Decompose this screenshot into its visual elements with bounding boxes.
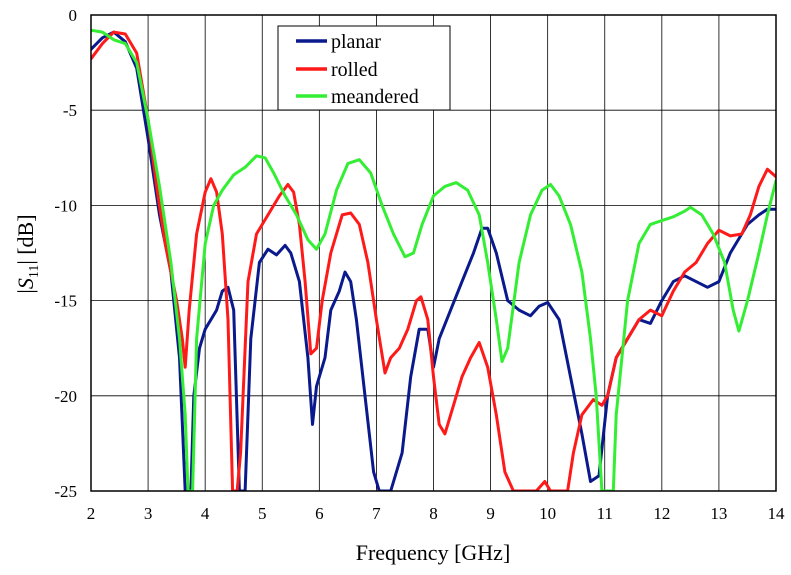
y-axis-label: |S11| [dB]: [13, 214, 42, 293]
x-tick-label: 10: [539, 504, 556, 523]
y-tick-label: -25: [54, 482, 77, 501]
plot-frame: [90, 14, 777, 492]
x-tick-label: 4: [201, 504, 210, 523]
x-tick-label: 8: [429, 504, 438, 523]
y-tick-label: -5: [63, 101, 77, 120]
legend-label-rolled: rolled: [331, 59, 378, 81]
y-tick-label: -10: [54, 196, 77, 215]
y-tick-label: -20: [54, 387, 77, 406]
x-tick-label: 14: [768, 504, 786, 523]
y-tick-label: -15: [54, 292, 77, 311]
x-tick-label: 9: [486, 504, 495, 523]
x-tick-label: 7: [372, 504, 381, 523]
y-axis-label-symbol: S: [13, 278, 38, 289]
x-axis-label: Frequency [GHz]: [356, 540, 511, 565]
x-tick-label: 5: [258, 504, 267, 523]
x-tick-label: 12: [653, 504, 670, 523]
y-axis-label-prefix: |: [13, 289, 38, 293]
legend-label-planar: planar: [331, 31, 381, 53]
series-line-meandered: [91, 28, 776, 491]
x-tick-label: 13: [710, 504, 727, 523]
x-tick-label: 6: [315, 504, 324, 523]
series-lines: [91, 28, 776, 491]
y-tick-labels: 0 -5 -10 -15 -20 -25: [54, 6, 77, 501]
legend: planar rolled meandered: [277, 25, 451, 111]
series-line-rolled: [91, 30, 776, 491]
x-tick-labels: 2 3 4 5 6 7 8 9 10 11 12 13 14: [87, 504, 785, 523]
x-tick-label: 11: [597, 504, 613, 523]
x-tick-label: 3: [144, 504, 153, 523]
y-axis-label-suffix: | [dB]: [13, 214, 38, 264]
y-axis-label-subscript: 11: [27, 265, 42, 278]
y-tick-label: 0: [69, 6, 78, 25]
legend-label-meandered: meandered: [331, 86, 419, 108]
x-tick-label: 2: [87, 504, 96, 523]
